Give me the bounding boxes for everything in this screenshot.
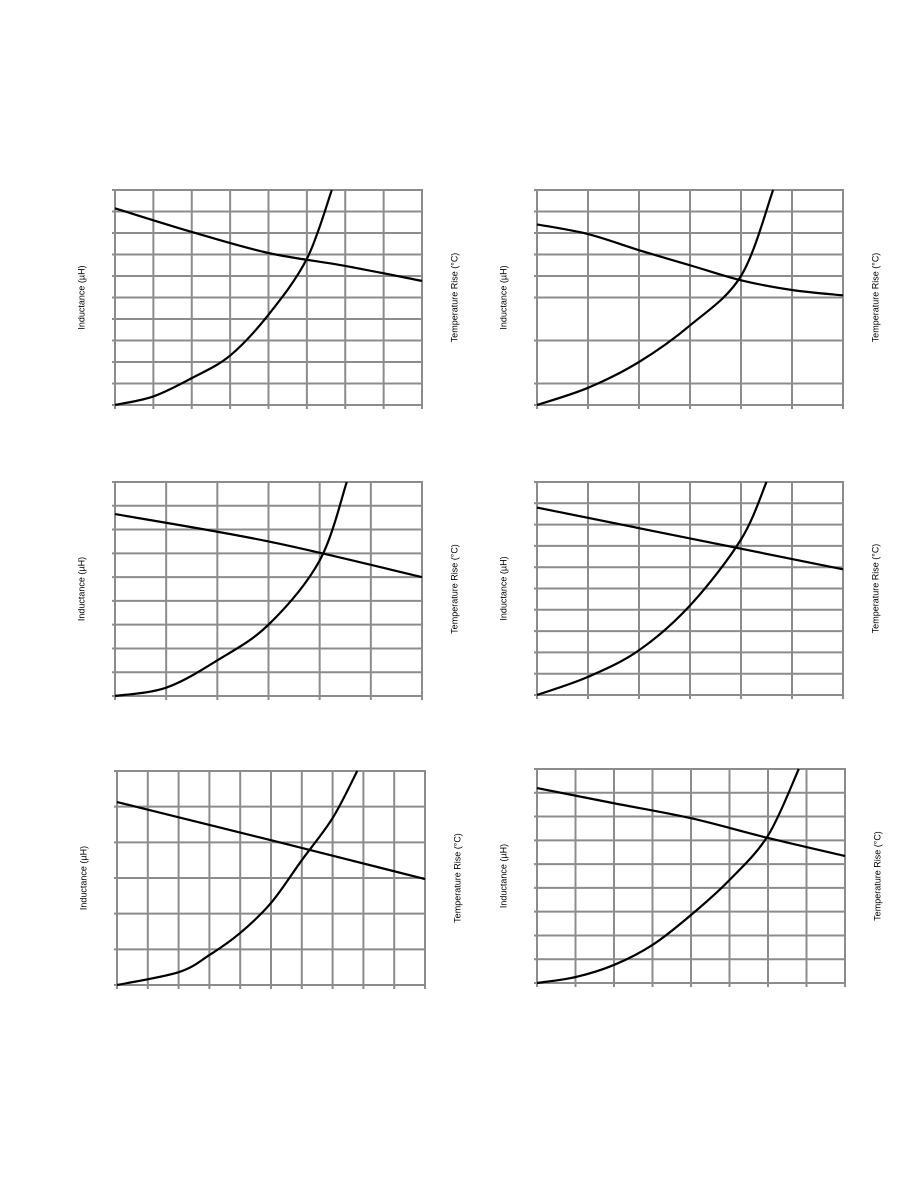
curve [116,770,359,987]
curve [536,506,844,571]
y-axis-label: Inductance (µH) [498,556,508,620]
y2-axis-label: Temperature Rise (°C) [870,253,880,343]
y2-axis-label: Temperature Rise (°C) [872,831,882,921]
plot-frame [536,189,844,406]
y-axis-label: Inductance (µH) [498,844,508,908]
curve [536,786,846,858]
y-axis-label: Inductance (µH) [78,846,88,910]
curve [116,800,426,881]
y2-axis-label: Temperature Rise (°C) [449,253,459,343]
plot-frame [536,768,846,984]
y-axis-label: Inductance (µH) [498,265,508,329]
curve [536,189,775,407]
y2-axis-label: Temperature Rise (°C) [449,544,459,634]
curve [114,513,423,579]
y-axis-label: Inductance (µH) [76,557,86,621]
y2-axis-label: Temperature Rise (°C) [452,833,462,923]
curve [536,223,844,297]
plot-frame [114,481,423,697]
plot-frame [114,189,423,406]
curve [114,189,333,407]
y2-axis-label: Temperature Rise (°C) [870,544,880,634]
curve [114,207,423,283]
curve [536,481,768,697]
y-axis-label: Inductance (µH) [76,265,86,329]
curve [114,481,348,698]
curve [536,768,800,985]
plot-frame [536,481,844,696]
